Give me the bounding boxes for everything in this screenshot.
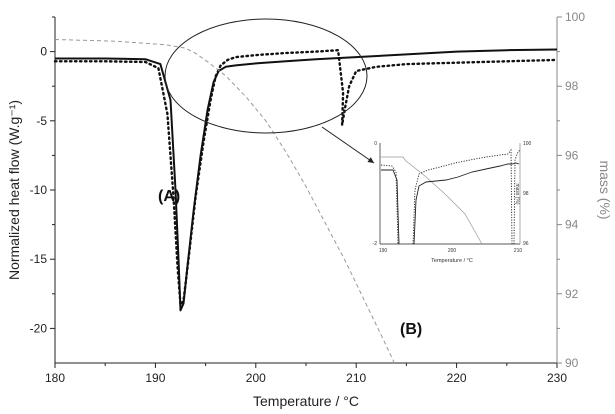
inset-x-tick-2: 210 (514, 248, 523, 254)
x-tick-label: 220 (447, 371, 467, 385)
right-tick-label: 96 (565, 148, 579, 162)
inset-x-tick-1: 200 (448, 248, 457, 254)
inset-x-title: Temperature / °C (431, 258, 473, 264)
series-dotted-line (53, 49, 559, 307)
x-tick-label: 230 (547, 371, 567, 385)
inset-background (380, 140, 532, 244)
series-layer (53, 39, 559, 364)
inset-yr-tick-2: 96 (523, 241, 529, 247)
zoom-ellipse (164, 18, 368, 134)
inset-y-tick-0: 0 (374, 141, 377, 147)
inset-y-tick-1: -2 (373, 241, 378, 247)
x-axis-title: Temperature / °C (253, 393, 359, 409)
series-dashed-line (54, 39, 395, 364)
right-tick-label: 94 (565, 218, 579, 232)
right-axis-ticks: 90 92 94 96 98 100 (557, 10, 585, 370)
left-tick-label: -5 (36, 114, 47, 128)
x-axis-ticks: 180 190 200 210 220 230 (45, 363, 567, 385)
x-tick-label: 190 (145, 371, 165, 385)
inset-yr-tick-1: 98 (523, 191, 529, 197)
label-b: (B) (400, 321, 422, 338)
right-tick-label: 90 (565, 356, 579, 370)
inset-solid-curve (381, 162, 520, 245)
label-a: (A) (158, 188, 180, 205)
x-tick-label: 180 (45, 371, 65, 385)
left-tick-label: -15 (30, 252, 48, 266)
inset-mass-curve (381, 156, 483, 245)
left-axis-title: Normalized heat flow (W.g⁻¹) (6, 100, 22, 280)
inset-dotted-curve (380, 148, 521, 245)
right-tick-label: 100 (565, 10, 585, 24)
right-tick-label: 92 (565, 287, 579, 301)
inset-chart: 0 -2 190 200 210 Temperature / °C 100 98… (373, 140, 532, 264)
left-tick-label: -20 (30, 321, 48, 335)
right-axis-title: mass (%) (597, 160, 613, 219)
inset-right-title: mass (%) (514, 183, 520, 204)
x-tick-label: 210 (346, 371, 366, 385)
left-tick-label: 0 (40, 45, 47, 59)
series-solid-line (55, 48, 558, 312)
x-tick-label: 200 (246, 371, 266, 385)
left-axis-ticks: 0 -5 -10 -15 -20 (30, 16, 55, 335)
zoom-arrow (321, 126, 375, 164)
right-tick-label: 98 (565, 79, 579, 93)
inset-x-tick-0: 190 (379, 248, 388, 254)
left-tick-label: -10 (30, 183, 48, 197)
inset-yr-tick-0: 100 (523, 141, 532, 147)
